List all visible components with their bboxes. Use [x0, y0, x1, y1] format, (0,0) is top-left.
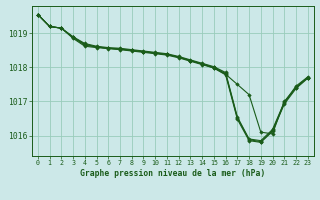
X-axis label: Graphe pression niveau de la mer (hPa): Graphe pression niveau de la mer (hPa): [80, 169, 265, 178]
